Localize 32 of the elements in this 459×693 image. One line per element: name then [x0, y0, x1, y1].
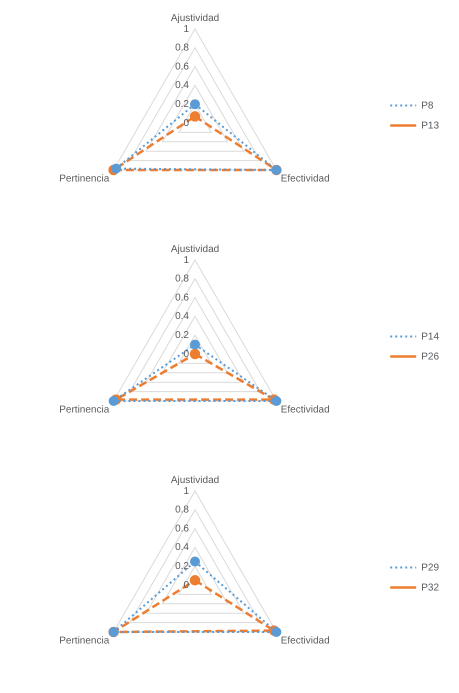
spoke-label: Efectividad — [280, 173, 330, 184]
y-tick-label: 0.4 — [175, 542, 190, 554]
spoke-label: Efectividad — [280, 404, 330, 416]
y-tick-label: 0.4 — [175, 311, 190, 322]
spoke-label: Pertinencia — [59, 173, 110, 184]
y-tick-label: 0.8 — [175, 504, 190, 516]
legend-label: P14 — [421, 331, 440, 342]
spoke-label: Pertinencia — [59, 635, 110, 646]
y-tick-label: 1 — [183, 254, 190, 266]
y-tick-label: 0.6 — [175, 61, 190, 72]
y-tick-label: 0.2 — [175, 330, 190, 341]
y-tick-label: 0 — [183, 348, 190, 360]
spoke-label: Pertinencia — [59, 404, 110, 416]
legend-label: P8 — [421, 100, 434, 112]
y-tick-label: 0.2 — [175, 98, 190, 110]
y-tick-label: 1 — [183, 486, 190, 497]
spoke-label: Ajustividad — [170, 244, 220, 255]
y-tick-label: 0.8 — [175, 42, 190, 54]
y-tick-label: 0 — [183, 118, 190, 129]
y-tick-label: 0.2 — [175, 560, 190, 572]
y-tick-label: 0.6 — [175, 523, 190, 534]
y-tick-label: 1 — [183, 24, 190, 35]
y-tick-label: 0.6 — [175, 292, 190, 304]
y-tick-label: 0.4 — [175, 80, 190, 92]
legend-label: P26 — [421, 351, 440, 362]
legend-label: P32 — [421, 582, 440, 594]
legend-label: P29 — [421, 562, 440, 574]
spoke-label: Ajustividad — [170, 12, 220, 24]
legend-label: P13 — [421, 120, 440, 132]
spoke-label: Ajustividad — [170, 474, 220, 486]
spoke-label: Efectividad — [280, 635, 330, 646]
y-tick-label: 0.8 — [175, 274, 190, 285]
